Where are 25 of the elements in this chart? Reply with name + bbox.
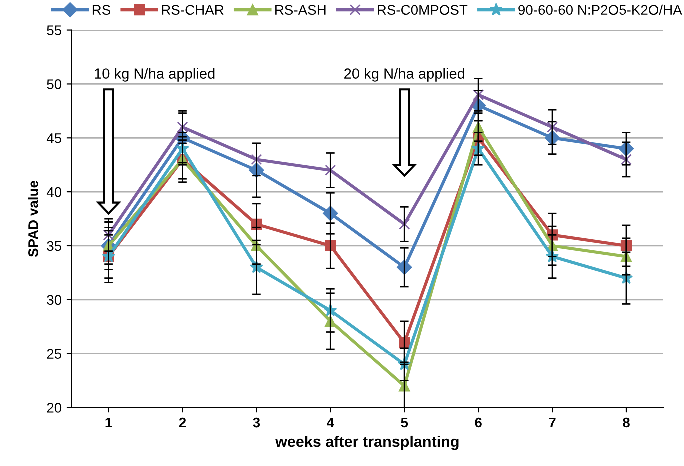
x-axis-title: weeks after transplanting <box>275 436 459 450</box>
legend-label: RS <box>92 5 110 16</box>
x-tick-label: 7 <box>549 418 556 428</box>
x-tick-label: 2 <box>179 418 186 428</box>
annotation: 10 kg N/ha applied <box>95 68 215 82</box>
annotation: 20 kg N/ha applied <box>344 68 464 82</box>
x-tick-label: 6 <box>475 418 482 428</box>
y-tick-label: 35 <box>47 241 62 252</box>
x-tick-label: 3 <box>253 418 260 428</box>
x-tick-label: 4 <box>327 418 334 428</box>
x-tick-label: 5 <box>401 418 408 428</box>
x-tick-label: 1 <box>106 418 112 428</box>
y-tick-label: 30 <box>47 295 62 306</box>
y-tick-label: 40 <box>46 187 62 198</box>
y-tick-label: 55 <box>47 26 62 36</box>
y-tick-label: 20 <box>47 403 62 413</box>
legend-label: RS-ASH <box>276 5 326 16</box>
x-tick-label: 8 <box>623 418 630 428</box>
y-tick-label: 50 <box>47 80 62 90</box>
y-tick-label: 25 <box>47 349 62 359</box>
y-axis-title: SPAD value <box>28 181 38 258</box>
legend-label: RS-C0MPOST <box>378 5 468 16</box>
y-tick-label: 45 <box>46 134 62 144</box>
legend-label: 90-60-60 N:P2O5-K2O/HA <box>518 4 682 16</box>
legend-label: RS-CHAR <box>162 5 224 16</box>
